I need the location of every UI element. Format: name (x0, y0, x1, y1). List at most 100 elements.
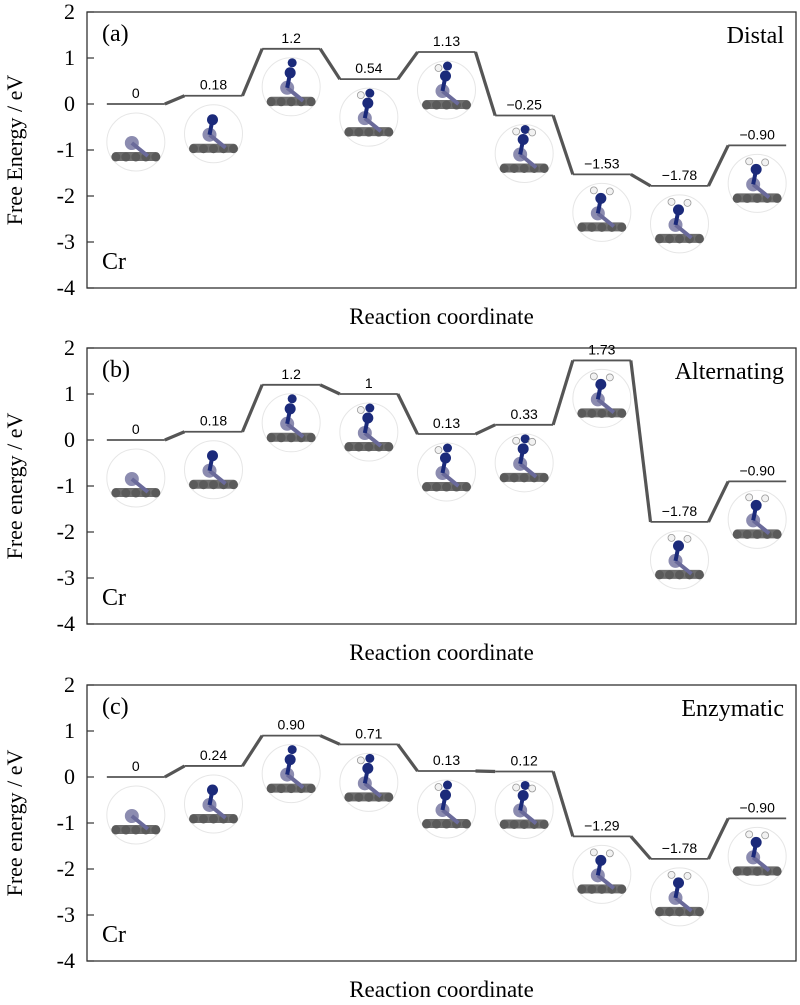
step-connector (241, 734, 264, 767)
panel-label: (b) (102, 357, 130, 383)
mechanism-label: Distal (727, 23, 785, 49)
energy-value-label: −1.53 (584, 155, 620, 171)
energy-value-label: 0 (132, 758, 140, 774)
mechanism-label: Enzymatic (681, 696, 784, 722)
energy-value-label: −1.78 (662, 503, 698, 519)
adsorbate-structure (261, 744, 321, 804)
energy-panel-b: 2 1 0 -1 -2 -3 -4 Free energy / eV Reaction coor… (2, 335, 797, 665)
adsorbate-structure (106, 112, 166, 172)
y-axis-label: Free energy / eV (2, 749, 27, 896)
step-connector (707, 144, 730, 187)
y-tick-label: -3 (57, 229, 75, 254)
energy-value-label: −0.90 (739, 462, 775, 478)
y-tick-label: -3 (57, 565, 75, 590)
y-tick-label: -1 (57, 810, 75, 835)
adsorbate-structure (494, 433, 554, 493)
adsorbate-structure (494, 124, 554, 183)
energy-value-label: −0.90 (739, 126, 775, 142)
x-axis-label: Reaction coordinate (349, 640, 534, 665)
y-tick-label: -3 (57, 902, 75, 927)
energy-value-label: 1.2 (281, 30, 301, 46)
adsorbate-structure (184, 774, 243, 834)
y-axis-label: Free energy / eV (2, 412, 27, 559)
adsorbate-structure (417, 779, 476, 839)
y-tick-label: 2 (64, 672, 75, 697)
step-connector (551, 114, 575, 175)
y-tick-label: -2 (57, 183, 75, 208)
y-tick-label: -4 (57, 275, 75, 300)
energy-value-label: 0 (132, 85, 140, 101)
step-connector (551, 359, 575, 426)
energy-value-label: −0.90 (739, 799, 775, 815)
y-tick-label: -2 (57, 856, 75, 881)
energy-panel-c: 2 1 0 -1 -2 -3 -4 Free energy / eV Reaction coor… (2, 672, 797, 1002)
y-axis-label: Free Energy / eV (2, 75, 27, 226)
adsorbate-structure (417, 442, 476, 502)
step-connector (319, 734, 341, 746)
y-tick-label: -4 (57, 611, 75, 636)
metal-label: Cr (102, 249, 126, 275)
step-connector (396, 743, 419, 772)
adsorbate-structure (572, 368, 632, 428)
step-connector (707, 480, 730, 523)
metal-label: Cr (102, 922, 126, 948)
y-tick-label: -1 (57, 473, 75, 498)
panel-label: (c) (102, 694, 129, 720)
step-connector (164, 430, 186, 442)
y-tick-label: 2 (64, 0, 75, 24)
energy-value-label: 0.18 (200, 77, 227, 93)
energy-value-label: 0.12 (511, 752, 538, 768)
energy-value-label: 0.90 (278, 717, 305, 733)
adsorbate-structure (494, 779, 554, 839)
step-connector (396, 51, 419, 81)
energy-value-label: 1.13 (433, 33, 460, 49)
y-tick-label: -4 (57, 948, 75, 973)
energy-value-label: 0.13 (433, 752, 460, 768)
step-connector (164, 94, 186, 106)
adsorbate-structure (650, 530, 709, 590)
y-tick-label: 0 (64, 427, 75, 452)
x-axis-label: Reaction coordinate (349, 304, 534, 329)
step-connector (319, 383, 341, 396)
step-connector (707, 817, 730, 860)
adsorbate-structure (106, 448, 166, 508)
y-tick-label: -1 (57, 137, 75, 162)
energy-panel-a: 2 1 0 -1 -2 -3 -4 Free Energy / eV Reaction coor… (2, 0, 797, 329)
adsorbate-structure (261, 393, 321, 453)
adsorbate-structure (184, 104, 243, 164)
energy-value-label: 1.73 (588, 341, 615, 357)
step-connector (630, 172, 652, 188)
y-tick-label: 1 (64, 718, 75, 743)
adsorbate-structure (572, 844, 632, 904)
adsorbate-structure (650, 194, 709, 254)
metal-label: Cr (102, 585, 126, 611)
step-connector (629, 835, 652, 860)
step-connector (241, 48, 264, 97)
energy-value-label: −1.29 (584, 817, 620, 833)
adsorbate-structure (727, 489, 787, 549)
step-connector (629, 360, 653, 523)
adsorbate-structure (261, 57, 321, 117)
step-connector (396, 393, 419, 435)
adsorbate-structure (727, 826, 787, 886)
energy-value-label: 0.13 (433, 415, 460, 431)
energy-value-label: −0.25 (506, 97, 542, 113)
y-tick-label: 1 (64, 381, 75, 406)
energy-value-label: 0.24 (200, 747, 227, 763)
adsorbate-structure (650, 867, 709, 927)
energy-value-label: −1.78 (662, 840, 698, 856)
step-connector (318, 47, 342, 81)
y-tick-label: 0 (64, 91, 75, 116)
step-connector (241, 384, 264, 433)
adsorbate-structure (572, 182, 632, 242)
y-tick-label: 0 (64, 764, 75, 789)
energy-value-label: 0.33 (511, 406, 538, 422)
x-axis-label: Reaction coordinate (349, 977, 534, 1002)
adsorbate-structure (417, 60, 476, 120)
adsorbate-structure (339, 87, 399, 147)
adsorbate-structure (339, 402, 399, 462)
step-connector (473, 51, 497, 116)
y-tick-label: 2 (64, 335, 75, 360)
step-connector (474, 423, 496, 436)
